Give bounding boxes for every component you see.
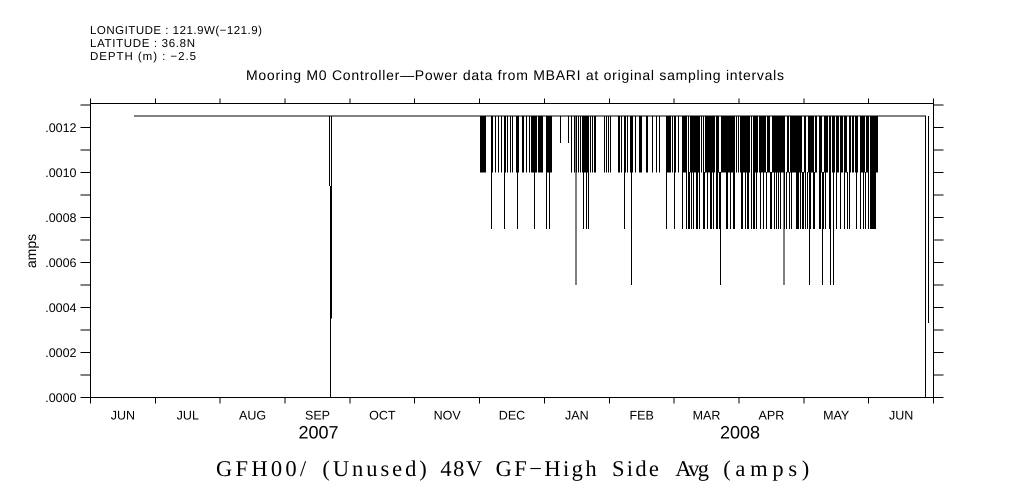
svg-text:JUN: JUN xyxy=(111,409,135,423)
svg-text:.0000: .0000 xyxy=(45,391,76,405)
svg-text:LONGITUDE : 121.9W(−121.9): LONGITUDE : 121.9W(−121.9) xyxy=(90,25,262,37)
svg-text:SEP: SEP xyxy=(305,409,330,423)
svg-text:NOV: NOV xyxy=(434,409,462,423)
svg-text:LATITUDE : 36.8N: LATITUDE : 36.8N xyxy=(90,38,195,50)
svg-text:JUL: JUL xyxy=(177,409,199,423)
svg-text:GF−High: GF−High xyxy=(496,456,597,481)
svg-text:2008: 2008 xyxy=(720,423,760,443)
svg-text:2007: 2007 xyxy=(298,423,338,443)
svg-text:AUG: AUG xyxy=(239,409,266,423)
svg-text:DEPTH (m) : −2.5: DEPTH (m) : −2.5 xyxy=(90,51,196,63)
svg-text:.0002: .0002 xyxy=(45,346,76,360)
svg-text:.0012: .0012 xyxy=(45,121,76,135)
svg-text:Mooring M0 Controller—Power da: Mooring M0 Controller—Power data from MB… xyxy=(246,67,784,83)
svg-text:(amps): (amps) xyxy=(723,456,809,481)
svg-text:APR: APR xyxy=(759,409,785,423)
svg-text:FEB: FEB xyxy=(630,409,654,423)
svg-text:DEC: DEC xyxy=(499,409,525,423)
svg-text:48V: 48V xyxy=(440,456,482,481)
svg-text:GFH00/: GFH00/ xyxy=(216,456,307,481)
svg-text:Side: Side xyxy=(612,456,659,481)
svg-text:amps: amps xyxy=(23,234,39,268)
svg-text:.0006: .0006 xyxy=(45,256,76,270)
svg-text:JAN: JAN xyxy=(565,409,589,423)
svg-text:.0004: .0004 xyxy=(45,301,76,315)
svg-text:JUN: JUN xyxy=(889,409,913,423)
svg-text:MAY: MAY xyxy=(823,409,850,423)
svg-text:Avg: Avg xyxy=(675,456,709,481)
svg-text:.0010: .0010 xyxy=(45,166,76,180)
svg-text:(Unused): (Unused) xyxy=(322,456,426,481)
svg-text:OCT: OCT xyxy=(369,409,396,423)
svg-text:MAR: MAR xyxy=(693,409,721,423)
svg-text:.0008: .0008 xyxy=(45,211,76,225)
